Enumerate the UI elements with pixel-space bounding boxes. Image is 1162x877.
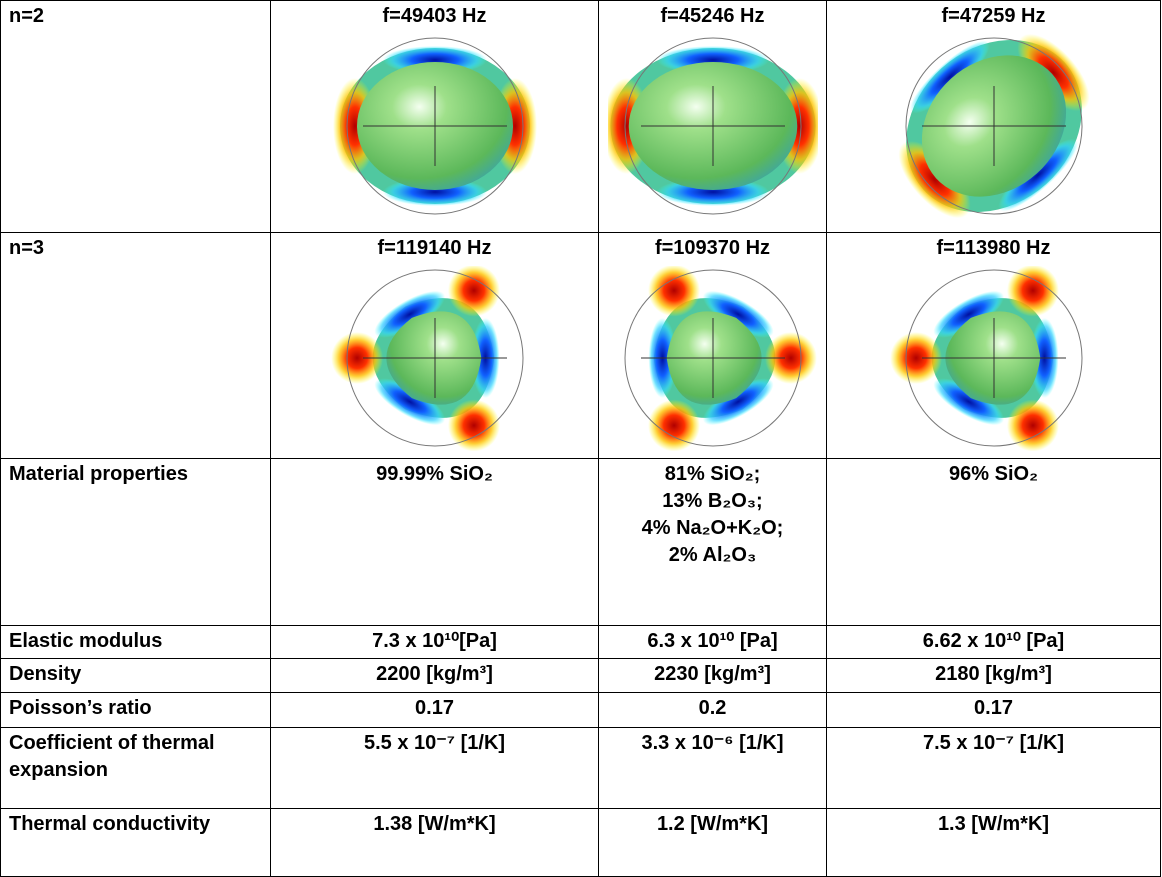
cell-line: 2% Al₂O₃ — [607, 542, 818, 569]
table-cell: 1.2 [W/m*K] — [599, 809, 827, 877]
cell-text: 99.99% SiO₂ — [279, 461, 590, 488]
cell-text: 2230 [kg/m³] — [607, 661, 818, 688]
table-cell: 2230 [kg/m³] — [599, 659, 827, 693]
table-row: Coefficient of thermal expansion 5.5 x 10… — [1, 728, 1161, 809]
cell-text: 2200 [kg/m³] — [279, 661, 590, 688]
table-row: Material properties 99.99% SiO₂ 81% SiO₂;1… — [1, 459, 1161, 626]
cell-text: 0.17 — [835, 695, 1152, 722]
table-cell: 6.62 x 10¹⁰ [Pa] — [827, 626, 1161, 659]
table-row: Thermal conductivity 1.38 [W/m*K] 1.2 [W/m… — [1, 809, 1161, 877]
table-cell: f=47259 Hz — [827, 1, 1161, 233]
table-cell: Density — [1, 659, 271, 693]
cell-line: 81% SiO₂; — [607, 461, 818, 488]
table-cell: 7.5 x 10⁻⁷ [1/K] — [827, 728, 1161, 809]
cell-text: n=3 — [9, 235, 262, 262]
cell-text: Thermal conductivity — [9, 811, 262, 838]
table-cell: Coefficient of thermal expansion — [1, 728, 271, 809]
cell-text: f=45246 Hz — [607, 3, 818, 30]
mode-shape — [889, 266, 1099, 451]
table-cell: 6.3 x 10¹⁰ [Pa] — [599, 626, 827, 659]
cell-text: 0.2 — [607, 695, 818, 722]
mode-shape — [330, 266, 540, 451]
table-cell: f=109370 Hz — [599, 233, 827, 459]
table-row: n=3 f=119140 Hz f=109370 Hz f=113980 Hz — [1, 233, 1161, 459]
cell-text: 0.17 — [279, 695, 590, 722]
cell-text: f=109370 Hz — [607, 235, 818, 262]
properties-table: n=2 f=49403 Hz f=45246 Hz f=47259 Hz n=3 f… — [0, 0, 1161, 877]
mode-shape — [608, 34, 818, 219]
page: n=2 f=49403 Hz f=45246 Hz f=47259 Hz n=3 f… — [0, 0, 1162, 876]
table-row: n=2 f=49403 Hz f=45246 Hz f=47259 Hz — [1, 1, 1161, 233]
cell-text: 5.5 x 10⁻⁷ [1/K] — [279, 730, 590, 757]
cell-text: f=113980 Hz — [835, 235, 1152, 262]
table-cell: 1.38 [W/m*K] — [271, 809, 599, 877]
table-cell: 0.17 — [827, 693, 1161, 728]
cell-text: 1.2 [W/m*K] — [607, 811, 818, 838]
cell-text: 1.3 [W/m*K] — [835, 811, 1152, 838]
cell-text: f=119140 Hz — [279, 235, 590, 262]
table-cell: f=49403 Hz — [271, 1, 599, 233]
table-cell: 0.17 — [271, 693, 599, 728]
table-cell: 99.99% SiO₂ — [271, 459, 599, 626]
table-body: n=2 f=49403 Hz f=45246 Hz f=47259 Hz n=3 f… — [1, 1, 1161, 877]
table-cell: 1.3 [W/m*K] — [827, 809, 1161, 877]
table-cell: f=45246 Hz — [599, 1, 827, 233]
mode-shape — [330, 34, 540, 219]
table-cell: Elastic modulus — [1, 626, 271, 659]
cell-text: 96% SiO₂ — [835, 461, 1152, 488]
table-cell: f=113980 Hz — [827, 233, 1161, 459]
mode-shape — [608, 266, 818, 451]
cell-text: f=47259 Hz — [835, 3, 1152, 30]
table-cell: 5.5 x 10⁻⁷ [1/K] — [271, 728, 599, 809]
table-cell: 96% SiO₂ — [827, 459, 1161, 626]
cell-text: Poisson’s ratio — [9, 695, 262, 722]
table-cell: 2180 [kg/m³] — [827, 659, 1161, 693]
table-cell: Material properties — [1, 459, 271, 626]
cell-line: 13% B₂O₃; — [607, 488, 818, 515]
cell-line: 4% Na₂O+K₂O; — [607, 515, 818, 542]
cell-text: Density — [9, 661, 262, 688]
table-cell: 7.3 x 10¹⁰[Pa] — [271, 626, 599, 659]
mode-shape — [889, 34, 1099, 219]
cell-text: f=49403 Hz — [279, 3, 590, 30]
table-cell: Poisson’s ratio — [1, 693, 271, 728]
cell-text: 7.5 x 10⁻⁷ [1/K] — [835, 730, 1152, 757]
table-cell: 81% SiO₂;13% B₂O₃;4% Na₂O+K₂O;2% Al₂O₃ — [599, 459, 827, 626]
table-cell: 2200 [kg/m³] — [271, 659, 599, 693]
cell-text: Material properties — [9, 461, 262, 488]
cell-text: 1.38 [W/m*K] — [279, 811, 590, 838]
table-cell: f=119140 Hz — [271, 233, 599, 459]
table-row: Elastic modulus 7.3 x 10¹⁰[Pa] 6.3 x 10¹⁰ … — [1, 626, 1161, 659]
cell-text: 6.62 x 10¹⁰ [Pa] — [835, 628, 1152, 655]
cell-text: Coefficient of thermal expansion — [9, 730, 262, 784]
cell-text: 6.3 x 10¹⁰ [Pa] — [607, 628, 818, 655]
table-cell: n=3 — [1, 233, 271, 459]
table-cell: n=2 — [1, 1, 271, 233]
cell-text: 7.3 x 10¹⁰[Pa] — [279, 628, 590, 655]
cell-text: Elastic modulus — [9, 628, 262, 655]
table-cell: 3.3 x 10⁻⁶ [1/K] — [599, 728, 827, 809]
cell-text: 3.3 x 10⁻⁶ [1/K] — [607, 730, 818, 757]
table-row: Density 2200 [kg/m³] 2230 [kg/m³] 2180 [kg/… — [1, 659, 1161, 693]
table-cell: 0.2 — [599, 693, 827, 728]
table-row: Poisson’s ratio 0.17 0.2 0.17 — [1, 693, 1161, 728]
table-cell: Thermal conductivity — [1, 809, 271, 877]
cell-text: 2180 [kg/m³] — [835, 661, 1152, 688]
cell-text: n=2 — [9, 3, 262, 30]
